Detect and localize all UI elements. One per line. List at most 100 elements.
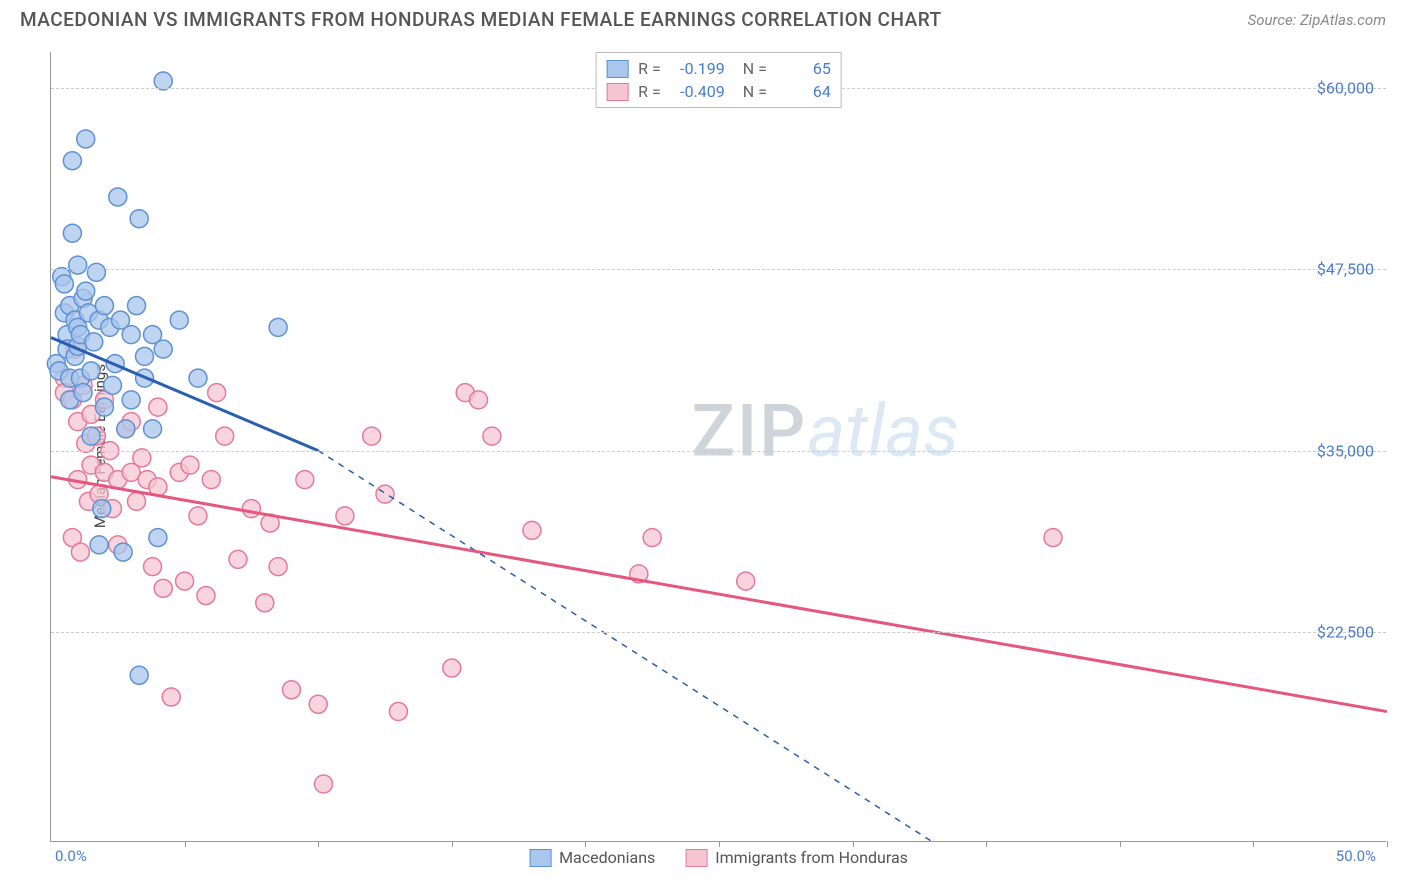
data-point (269, 558, 287, 576)
data-point (77, 282, 95, 300)
data-point (296, 471, 314, 489)
data-point (256, 594, 274, 612)
data-point (130, 210, 148, 228)
legend-row-series-1: R = -0.409 N = 64 (606, 80, 831, 103)
data-point (128, 492, 146, 510)
source-label: Source: ZipAtlas.com (1248, 11, 1386, 29)
x-tick (585, 841, 586, 847)
gridline (51, 269, 1386, 270)
n-value-1: 64 (773, 82, 831, 101)
data-point (389, 703, 407, 721)
gridline (51, 451, 1386, 452)
data-point (470, 391, 488, 409)
r-label: R = (638, 59, 661, 78)
y-tick-label: $22,500 (1317, 622, 1374, 641)
trendline-solid (51, 477, 1387, 712)
x-tick (1120, 841, 1121, 847)
r-label: R = (638, 82, 661, 101)
data-point (523, 521, 541, 539)
n-label: N = (735, 82, 767, 101)
data-point (74, 384, 92, 402)
x-tick (719, 841, 720, 847)
legend-label-1: Immigrants from Honduras (715, 848, 908, 867)
x-tick (1387, 841, 1388, 847)
data-point (154, 579, 172, 597)
y-tick-label: $47,500 (1317, 260, 1374, 279)
data-point (130, 666, 148, 684)
data-point (208, 384, 226, 402)
data-point (336, 507, 354, 525)
data-point (363, 427, 381, 445)
data-point (122, 391, 140, 409)
legend-swatch-1 (606, 83, 628, 101)
chart-plot-area: ZIPatlas R = -0.199 N = 65 R = -0.409 N … (50, 52, 1386, 842)
data-point (87, 263, 105, 281)
data-point (71, 543, 89, 561)
x-tick (986, 841, 987, 847)
data-point (63, 224, 81, 242)
data-point (162, 688, 180, 706)
data-point (1044, 529, 1062, 547)
data-point (128, 297, 146, 315)
data-point (315, 775, 333, 793)
data-point (154, 340, 172, 358)
r-value-0: -0.199 (667, 59, 725, 78)
data-point (483, 427, 501, 445)
data-point (109, 188, 127, 206)
r-value-1: -0.409 (667, 82, 725, 101)
data-point (93, 500, 111, 518)
data-point (55, 275, 73, 293)
n-label: N = (735, 59, 767, 78)
x-tick (318, 841, 319, 847)
x-tick (452, 841, 453, 847)
data-point (82, 427, 100, 445)
data-point (376, 485, 394, 503)
n-value-0: 65 (773, 59, 831, 78)
legend-swatch-bottom-0 (529, 849, 551, 867)
scatter-plot-svg (51, 52, 1386, 841)
y-tick-label: $35,000 (1317, 441, 1374, 460)
data-point (282, 681, 300, 699)
data-point (149, 529, 167, 547)
y-tick-label: $60,000 (1317, 79, 1374, 98)
data-point (170, 311, 188, 329)
data-point (144, 558, 162, 576)
data-point (189, 369, 207, 387)
data-point (144, 420, 162, 438)
x-tick (1253, 841, 1254, 847)
data-point (149, 398, 167, 416)
data-point (269, 318, 287, 336)
data-point (95, 398, 113, 416)
trendline-dashed (318, 451, 933, 842)
data-point (90, 536, 108, 554)
correlation-legend: R = -0.199 N = 65 R = -0.409 N = 64 (595, 52, 842, 108)
data-point (189, 507, 207, 525)
chart-title: MACEDONIAN VS IMMIGRANTS FROM HONDURAS M… (20, 8, 942, 31)
data-point (82, 362, 100, 380)
x-min-label: 0.0% (55, 847, 87, 865)
data-point (181, 456, 199, 474)
data-point (103, 376, 121, 394)
data-point (443, 659, 461, 677)
data-point (176, 572, 194, 590)
legend-row-series-0: R = -0.199 N = 65 (606, 57, 831, 80)
gridline (51, 632, 1386, 633)
data-point (136, 347, 154, 365)
data-point (77, 130, 95, 148)
data-point (114, 543, 132, 561)
data-point (122, 326, 140, 344)
data-point (216, 427, 234, 445)
data-point (63, 152, 81, 170)
x-max-label: 50.0% (1336, 847, 1376, 865)
data-point (309, 695, 327, 713)
data-point (95, 297, 113, 315)
data-point (737, 572, 755, 590)
x-tick (853, 841, 854, 847)
data-point (229, 550, 247, 568)
data-point (197, 587, 215, 605)
legend-item-1: Immigrants from Honduras (685, 848, 908, 867)
data-point (242, 500, 260, 518)
legend-swatch-0 (606, 60, 628, 78)
data-point (643, 529, 661, 547)
data-point (117, 420, 135, 438)
